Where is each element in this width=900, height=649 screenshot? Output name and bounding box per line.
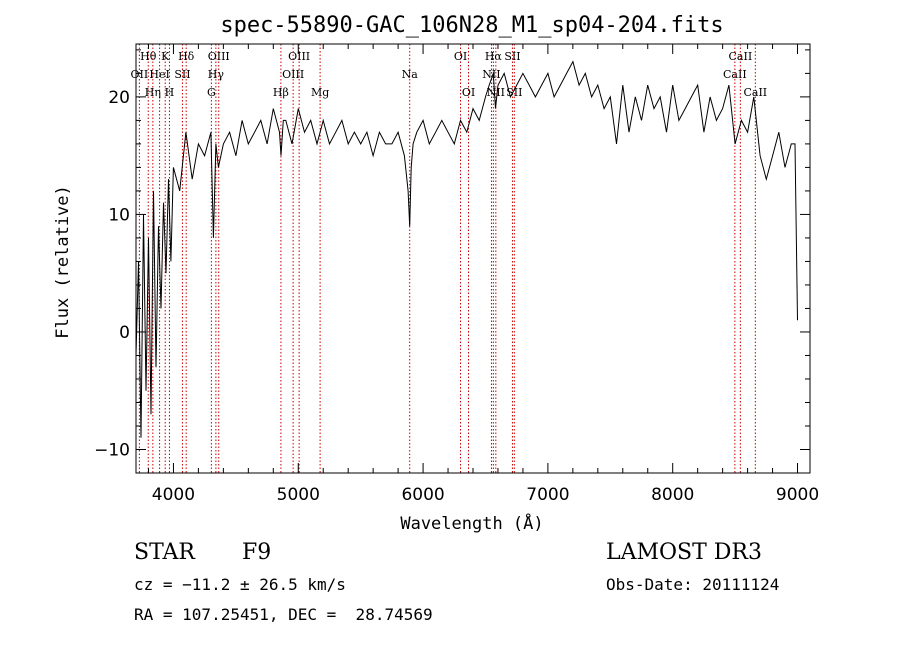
y-axis-label: Flux (relative) (53, 185, 73, 339)
line-label-23: CaII (723, 68, 747, 81)
line-label-12: OIII (282, 68, 304, 81)
y-axis: −10 0 10 20 (94, 49, 810, 474)
x-tick-label-9000: 9000 (776, 485, 819, 505)
line-markers (138, 44, 756, 473)
line-label-9: Hγ (208, 68, 225, 81)
line-label-10: OIII (208, 50, 230, 63)
line-label-13: OIII (288, 50, 310, 63)
line-label-20: NII (487, 86, 505, 99)
chart-title: spec-55890-GAC_106N28_M1_sp04-204.fits (220, 13, 723, 38)
line-label-1: Hθ (140, 50, 157, 63)
y-tick-label-10: 10 (108, 205, 130, 225)
spectrum-series (135, 60, 798, 438)
line-label-22: SII (506, 86, 522, 99)
line-label-2: Hη (145, 86, 161, 99)
x-axis-label: Wavelength (Å) (400, 512, 543, 534)
line-label-17: OI (462, 86, 475, 99)
survey-name: LAMOST DR3 (606, 540, 762, 565)
x-tick-label-8000: 8000 (651, 485, 694, 505)
x-tick-label-6000: 6000 (401, 485, 444, 505)
line-label-0: OII (131, 68, 149, 81)
y-tick-label-20: 20 (108, 88, 130, 108)
line-label-19: Hα (485, 50, 503, 63)
line-label-6: SII (174, 68, 190, 81)
obs-date: Obs-Date: 20111124 (606, 575, 780, 594)
line-label-15: Na (402, 68, 419, 81)
line-label-21: SII (504, 50, 520, 63)
x-tick-label-5000: 5000 (277, 485, 320, 505)
x-axis: 4000 5000 6000 7000 8000 9000 (147, 44, 819, 505)
object-subclass: F9 (242, 540, 272, 565)
line-label-7: Hδ (178, 50, 195, 63)
line-label-25: CaII (743, 86, 767, 99)
redshift-readout: cz = −11.2 ± 26.5 km/s (134, 575, 346, 594)
line-label-18: NII (482, 68, 500, 81)
spectrum-chart: spec-55890-GAC_106N28_M1_sp04-204.fits O… (53, 13, 819, 534)
line-labels: OII Hθ Hη HeI K H SII Hδ G Hγ OIII Hβ OIII OIII Mg Na OI… (131, 50, 768, 99)
line-label-16: OI (454, 50, 467, 63)
line-label-4: K (161, 50, 170, 63)
x-tick-label-7000: 7000 (526, 485, 569, 505)
x-tick-label-4000: 4000 (152, 485, 195, 505)
line-label-14: Mg (311, 86, 329, 99)
line-label-5: H (165, 86, 175, 99)
line-label-11: Hβ (273, 86, 289, 99)
line-label-3: HeI (149, 68, 169, 81)
coordinates-readout: RA = 107.25451, DEC = 28.74569 (134, 605, 433, 624)
object-class: STAR (134, 540, 195, 565)
line-label-8: G (207, 86, 216, 99)
y-tick-label--10: −10 (94, 440, 130, 460)
line-label-24: CaII (729, 50, 753, 63)
y-tick-label-0: 0 (119, 323, 130, 343)
